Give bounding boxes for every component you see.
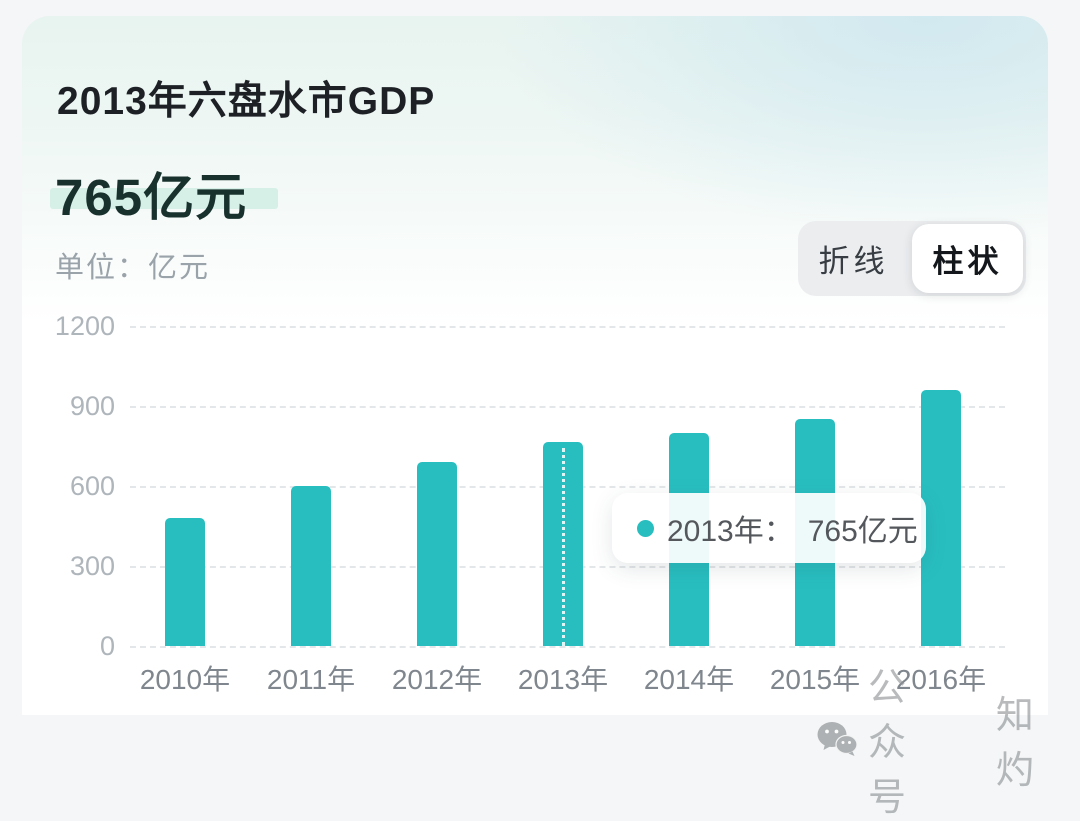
chart-type-toggle: 折线 柱状 [798, 221, 1026, 296]
gridline [130, 646, 1005, 648]
toggle-option-bar[interactable]: 柱状 [912, 224, 1023, 293]
y-axis-tick-label: 0 [99, 631, 115, 661]
x-axis-tick-label: 2014年 [643, 664, 735, 695]
x-axis-tick-label: 2016年 [895, 664, 987, 695]
bar-chart: 0 300 600 900 1200 2010年 2011年 2012年 2013年 2014年 2… [22, 16, 1048, 715]
x-axis-tick-label: 2015年 [769, 664, 861, 695]
toggle-option-line[interactable]: 折线 [818, 244, 889, 279]
bar-2013年[interactable] [543, 442, 583, 646]
tooltip-series-dot [637, 519, 654, 537]
x-axis-tick-label: 2013年 [517, 664, 609, 695]
chart-tooltip: 2013年： 765亿元 [612, 493, 926, 563]
bar-2016年[interactable] [921, 390, 961, 646]
y-axis-tick-label: 300 [69, 551, 115, 581]
y-axis-tick-label: 600 [69, 471, 115, 501]
bar-2010年[interactable] [165, 518, 205, 646]
headline-value: 765亿元 [55, 169, 248, 226]
headline-value-wrap: 765亿元 [50, 156, 278, 230]
x-axis-tick-label: 2010年 [139, 664, 231, 695]
y-axis-tick-label: 1200 [54, 311, 115, 341]
wechat-icon [817, 721, 858, 756]
y-axis-tick-label: 900 [69, 391, 115, 421]
x-axis-tick-label: 2011年 [266, 664, 356, 695]
x-axis-tick-label: 2012年 [391, 664, 483, 695]
bar-2012年[interactable] [417, 462, 457, 646]
bar-2011年[interactable] [291, 486, 331, 646]
tooltip-text: 2013年： 765亿元 [667, 506, 918, 550]
tooltip-label: 2013年： [667, 515, 794, 548]
gridline [130, 326, 1005, 328]
bar-highlight-dashed-line [562, 448, 565, 646]
value-highlight-band [50, 188, 278, 209]
page-title: 2013年六盘水市GDP [57, 80, 436, 123]
chart-card: 2013年六盘水市GDP 765亿元 单位：亿元 折线 柱状 0 300 600 90… [22, 16, 1048, 819]
unit-label: 单位：亿元 [55, 252, 211, 284]
gridline [130, 406, 1005, 408]
tooltip-value: 765亿元 [807, 515, 918, 548]
